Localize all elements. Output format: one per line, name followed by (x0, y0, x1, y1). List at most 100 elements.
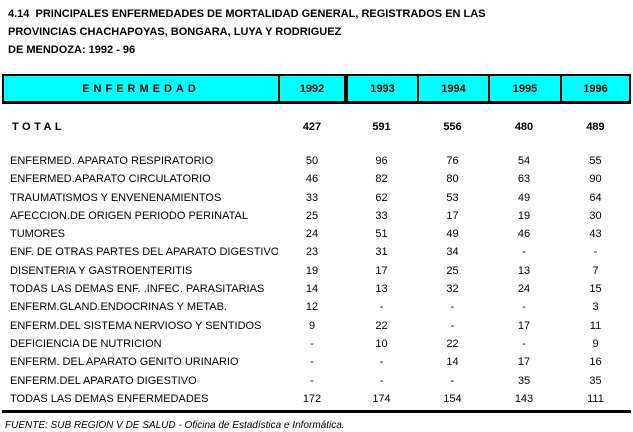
cell-1996: 111 (587, 392, 604, 405)
cell-1995: 24 (517, 283, 531, 296)
cell-1993: 62 (375, 191, 388, 204)
cell-1995: 19 (517, 209, 531, 222)
cell-1993: 13 (375, 283, 388, 296)
table-header-row: ENFERMEDAD 1992 1993 1994 1995 1996 (2, 74, 631, 104)
row-label: TODAS LAS DEMAS ENF. .INFEC. PARASITARIA… (10, 283, 265, 296)
cell-1992: 14 (305, 283, 319, 296)
total-1995: 480 (514, 121, 534, 133)
cell-1993: 31 (375, 246, 388, 259)
cell-1992: 25 (305, 209, 319, 222)
cell-1992: 172 (302, 392, 322, 405)
cell-1995: 35 (517, 374, 531, 387)
row-label: ENFERMED.APARATO CIRCULATORIO (10, 173, 211, 186)
table-row: TRAUMATISMOS Y ENVENENAMIENTOS 33 62 53 … (2, 189, 631, 207)
cell-1995: 46 (517, 228, 531, 241)
cell-1992: 46 (305, 173, 319, 186)
cell-1995: 13 (517, 264, 531, 277)
cell-1992: - (310, 337, 314, 350)
total-row: TOTAL 427 591 556 480 489 (2, 118, 631, 136)
cell-1996: 35 (589, 374, 602, 387)
cell-1992: 12 (305, 301, 319, 314)
cell-1993: 10 (375, 337, 388, 350)
table-row: TODAS LAS DEMAS ENF. .INFEC. PARASITARIA… (2, 280, 631, 298)
cell-1993: 22 (375, 319, 388, 332)
row-label: TRAUMATISMOS Y ENVENENAMIENTOS (10, 191, 222, 204)
row-label: TODAS LAS DEMAS ENFERMEDADES (10, 392, 209, 405)
cell-1996: 11 (589, 319, 602, 332)
cell-1992: 24 (305, 228, 319, 241)
table-row: DISENTERIA Y GASTROENTERITIS 19 17 25 13… (2, 262, 631, 280)
cell-1993: - (379, 374, 384, 387)
table-row: ENFERM. DEL APARATO GENITO URINARIO - - … (2, 353, 631, 371)
header-cell-1996: 1996 (583, 82, 608, 95)
total-1996: 489 (586, 121, 605, 133)
row-label: DEFICIENCIA DE NUTRICION (10, 337, 162, 350)
cell-1992: 19 (305, 264, 319, 277)
cell-1994: 22 (446, 337, 459, 350)
row-label: ENFERMED. APARATO RESPIRATORIO (10, 155, 214, 167)
cell-1994: 76 (446, 155, 459, 167)
table-title-line-3: DE MENDOZA: 1992 - 96 (8, 44, 136, 56)
cell-1993: 17 (375, 264, 388, 277)
row-label: TUMORES (10, 228, 65, 241)
row-label: ENF. DE OTRAS PARTES DEL APARATO DIGESTI… (10, 246, 278, 259)
table-row: ENFERMED. APARATO RESPIRATORIO 50 96 76 … (2, 152, 631, 170)
cell-1993: 33 (375, 209, 388, 222)
cell-1993: 82 (375, 173, 388, 186)
header-cell-1993: 1993 (348, 76, 419, 101)
cell-1995: 49 (517, 191, 531, 204)
cell-1994: 80 (446, 173, 459, 186)
cell-1995: - (522, 301, 526, 314)
table-row: ENFERM.DEL SISTEMA NERVIOSO Y SENTIDOS 9… (2, 317, 631, 335)
cell-1995: 17 (517, 319, 531, 332)
row-label: ENFERM.DEL SISTEMA NERVIOSO Y SENTIDOS (10, 319, 262, 332)
total-1992: 427 (302, 121, 322, 133)
table-row: TODAS LAS DEMAS ENFERMEDADES 172 174 154… (2, 390, 631, 408)
table-row: ENF. DE OTRAS PARTES DEL APARATO DIGESTI… (2, 243, 631, 261)
header-cell-1994: 1994 (419, 76, 490, 101)
table-body: ENFERMED. APARATO RESPIRATORIO 50 96 76 … (2, 152, 631, 408)
cell-1994: 34 (446, 246, 459, 259)
cell-1994: 17 (446, 209, 459, 222)
cell-1994: 49 (446, 228, 459, 241)
cell-1995: 143 (514, 392, 534, 405)
total-1994: 556 (443, 121, 462, 133)
cell-1996: - (593, 246, 598, 259)
cell-1994: 32 (446, 283, 459, 296)
table-title: 4.14 PRINCIPALES ENFERMEDADES DE MORTALI… (0, 0, 633, 59)
table-row: ENFERM.DEL APARATO DIGESTIVO - - - 35 35 (2, 372, 631, 390)
cell-1996: 90 (589, 173, 602, 186)
cell-1993: - (379, 356, 384, 369)
cell-1995: 54 (517, 155, 531, 167)
table-title-line-2: PROVINCIAS CHACHAPOYAS, BONGARA, LUYA Y … (8, 26, 342, 38)
table-row: AFECCION.DE ORIGEN PERIODO PERINATAL 25 … (2, 207, 631, 225)
cell-1996: 30 (589, 209, 602, 222)
table-row: DEFICIENCIA DE NUTRICION - 10 22 - 9 (2, 335, 631, 353)
total-1993: 591 (372, 121, 391, 133)
cell-1995: 63 (517, 173, 531, 186)
cell-1996: 16 (589, 356, 602, 369)
row-label: ENFERM.DEL APARATO DIGESTIVO (10, 374, 197, 387)
cell-1996: 43 (589, 228, 602, 241)
cell-1994: - (450, 374, 455, 387)
row-label: DISENTERIA Y GASTROENTERITIS (10, 264, 193, 277)
header-cell-enfermedad: ENFERMEDAD (4, 76, 280, 101)
cell-1992: 23 (305, 246, 319, 259)
cell-1993: 96 (375, 155, 388, 167)
cell-1995: 17 (517, 356, 531, 369)
cell-1994: 53 (446, 191, 459, 204)
cell-1996: 3 (592, 301, 599, 314)
cell-1996: 9 (592, 337, 599, 350)
row-label: AFECCION.DE ORIGEN PERIODO PERINATAL (10, 209, 248, 222)
cell-1996: 7 (592, 264, 599, 277)
row-label: ENFERM. DEL APARATO GENITO URINARIO (10, 356, 239, 369)
cell-1996: 55 (589, 155, 602, 167)
header-cell-1992: 1992 (280, 76, 348, 101)
cell-1994: 154 (443, 392, 462, 405)
cell-1994: - (450, 301, 455, 314)
cell-1992: - (310, 356, 314, 369)
source-note: FUENTE: SUB REGION V DE SALUD - Oficina … (5, 420, 345, 432)
cell-1993: 174 (372, 392, 391, 405)
cell-1993: - (379, 301, 384, 314)
